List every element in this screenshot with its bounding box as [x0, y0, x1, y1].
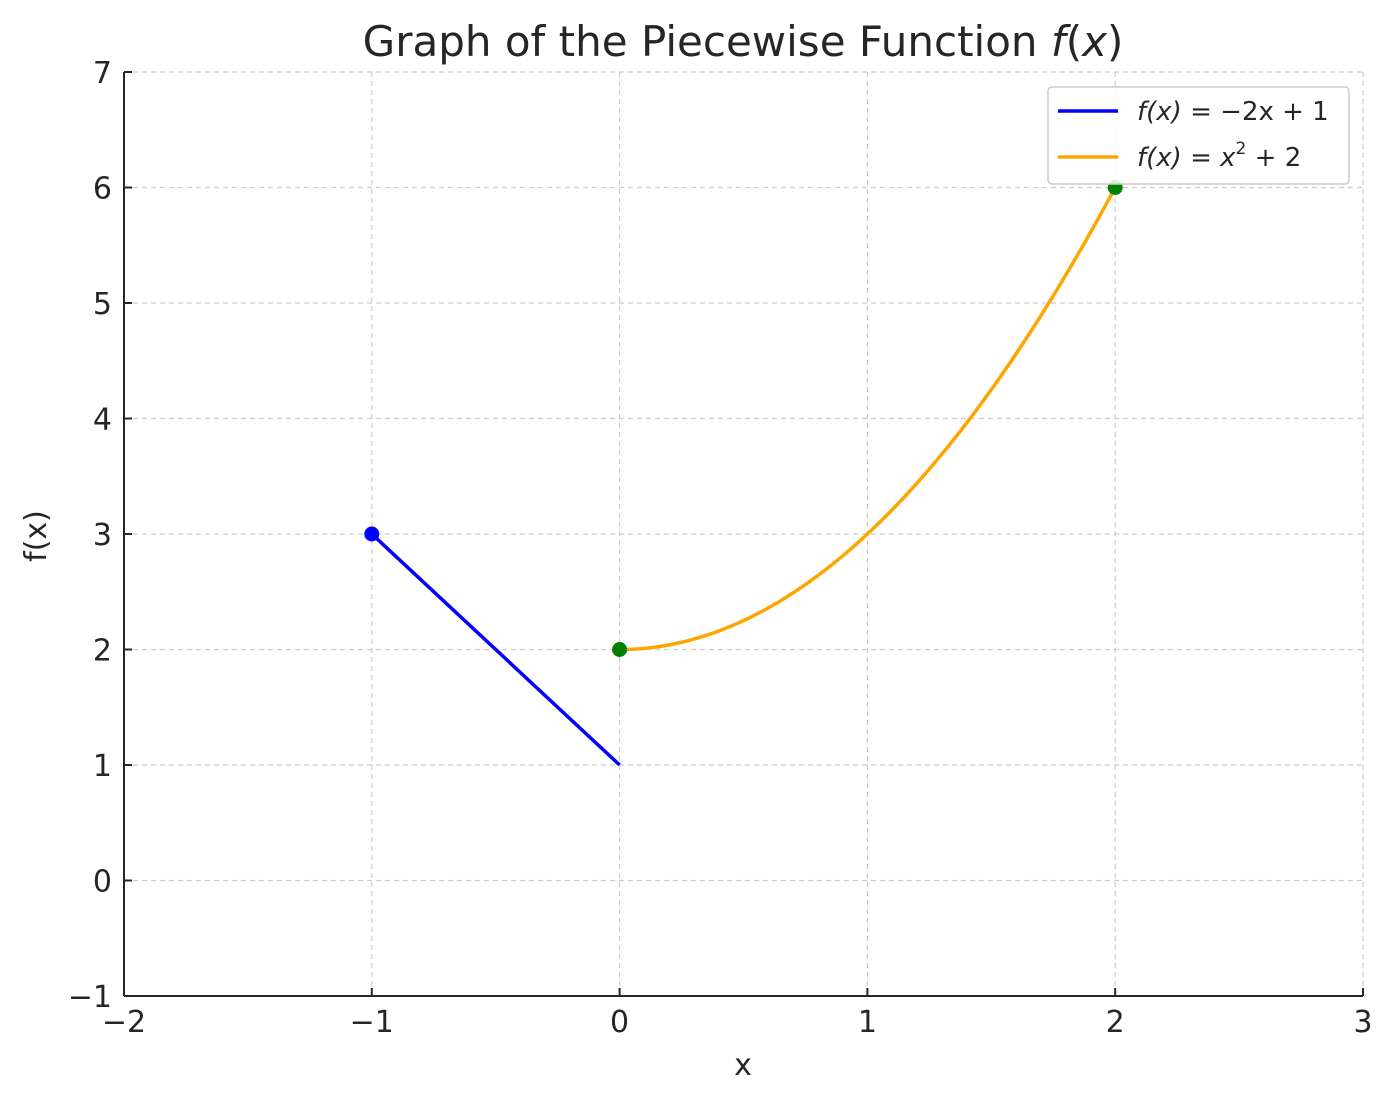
series-layer	[364, 180, 1123, 767]
y-tick-label: −1	[68, 980, 112, 1015]
series-line-2	[619, 186, 1117, 652]
series-marker-1	[364, 526, 380, 542]
y-tick-label: 4	[93, 403, 112, 438]
legend-entry-1: f(x) = −2x + 1	[1137, 97, 1329, 127]
y-tick-label: 5	[93, 287, 112, 322]
legend-entry-2-lhs: f(x) =	[1137, 143, 1220, 173]
chart-title: Graph of the Piecewise Function f(x)	[363, 17, 1124, 66]
legend-entry-2-sup: 2	[1236, 139, 1247, 159]
legend-entry-1-rhs: −2x + 1	[1220, 97, 1329, 127]
series-marker-2	[612, 642, 628, 657]
grid-layer	[123, 71, 1364, 997]
y-tick-label: 1	[93, 749, 112, 784]
series-line-1	[370, 532, 621, 767]
x-tick-label: −2	[102, 1005, 146, 1040]
x-tick-label: 3	[1353, 1005, 1372, 1040]
title-prefix: Graph of the Piecewise Function	[363, 17, 1051, 66]
legend: f(x) = −2x + 1 f(x) = x2 + 2	[1047, 86, 1350, 185]
y-tick-label: 6	[93, 172, 112, 207]
legend-entry-1-lhs: f(x) =	[1137, 97, 1220, 127]
x-tick-label: 1	[858, 1005, 877, 1040]
y-tick-label: 7	[93, 56, 112, 91]
title-open: (	[1066, 17, 1082, 66]
y-tick-label: 2	[93, 634, 112, 669]
title-var: x	[1080, 17, 1108, 66]
x-tick-label: −1	[350, 1005, 394, 1040]
y-axis-label: f(x)	[19, 510, 54, 562]
legend-box	[1047, 86, 1350, 185]
legend-entry-2-tail: + 2	[1246, 143, 1301, 173]
y-tick-label: 0	[93, 865, 112, 900]
x-axis-label: x	[734, 1048, 752, 1083]
x-tick-label: 2	[1106, 1005, 1125, 1040]
legend-entry-2: f(x) = x2 + 2	[1137, 139, 1301, 173]
legend-entry-2-rhs: x	[1219, 143, 1236, 173]
y-tick-label: 3	[93, 518, 112, 553]
x-tick-label: 0	[610, 1005, 629, 1040]
title-close: )	[1107, 17, 1123, 66]
